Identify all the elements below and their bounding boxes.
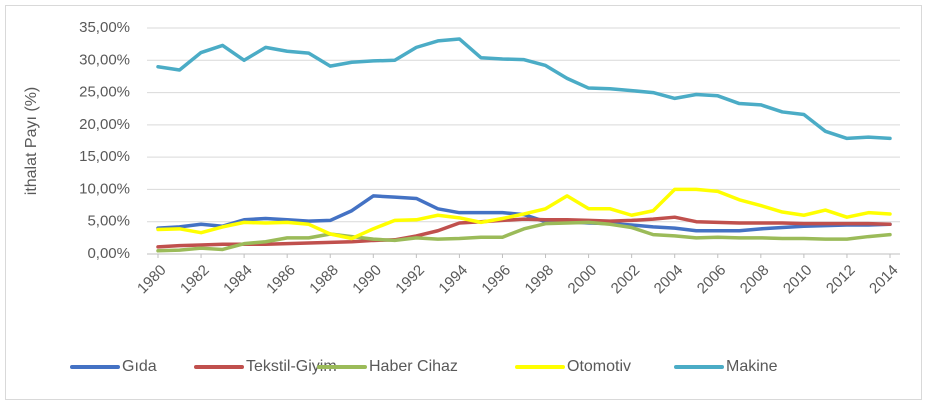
legend-label: Otomotiv bbox=[567, 358, 631, 375]
legend-label: Tekstil-Giyim bbox=[246, 358, 337, 375]
y-tick-label: 20,00% bbox=[79, 116, 130, 133]
y-tick-label: 25,00% bbox=[79, 84, 130, 101]
y-axis-title: ithalat Payı (%) bbox=[23, 87, 40, 195]
legend-label: Makine bbox=[726, 358, 778, 375]
y-tick-label: 0,00% bbox=[87, 245, 130, 262]
series-line bbox=[156, 37, 892, 141]
y-tick-label: 35,00% bbox=[79, 19, 130, 36]
series-line bbox=[156, 220, 892, 253]
series-line bbox=[156, 215, 892, 249]
series-line bbox=[156, 187, 892, 241]
legend-label: Haber Cihaz bbox=[369, 358, 458, 375]
y-tick-label: 10,00% bbox=[79, 180, 130, 197]
y-tick-label: 15,00% bbox=[79, 148, 130, 165]
y-tick-label: 30,00% bbox=[79, 51, 130, 68]
chart-border bbox=[5, 5, 922, 400]
legend-label: Gıda bbox=[122, 358, 157, 375]
y-tick-label: 5,00% bbox=[87, 213, 130, 230]
